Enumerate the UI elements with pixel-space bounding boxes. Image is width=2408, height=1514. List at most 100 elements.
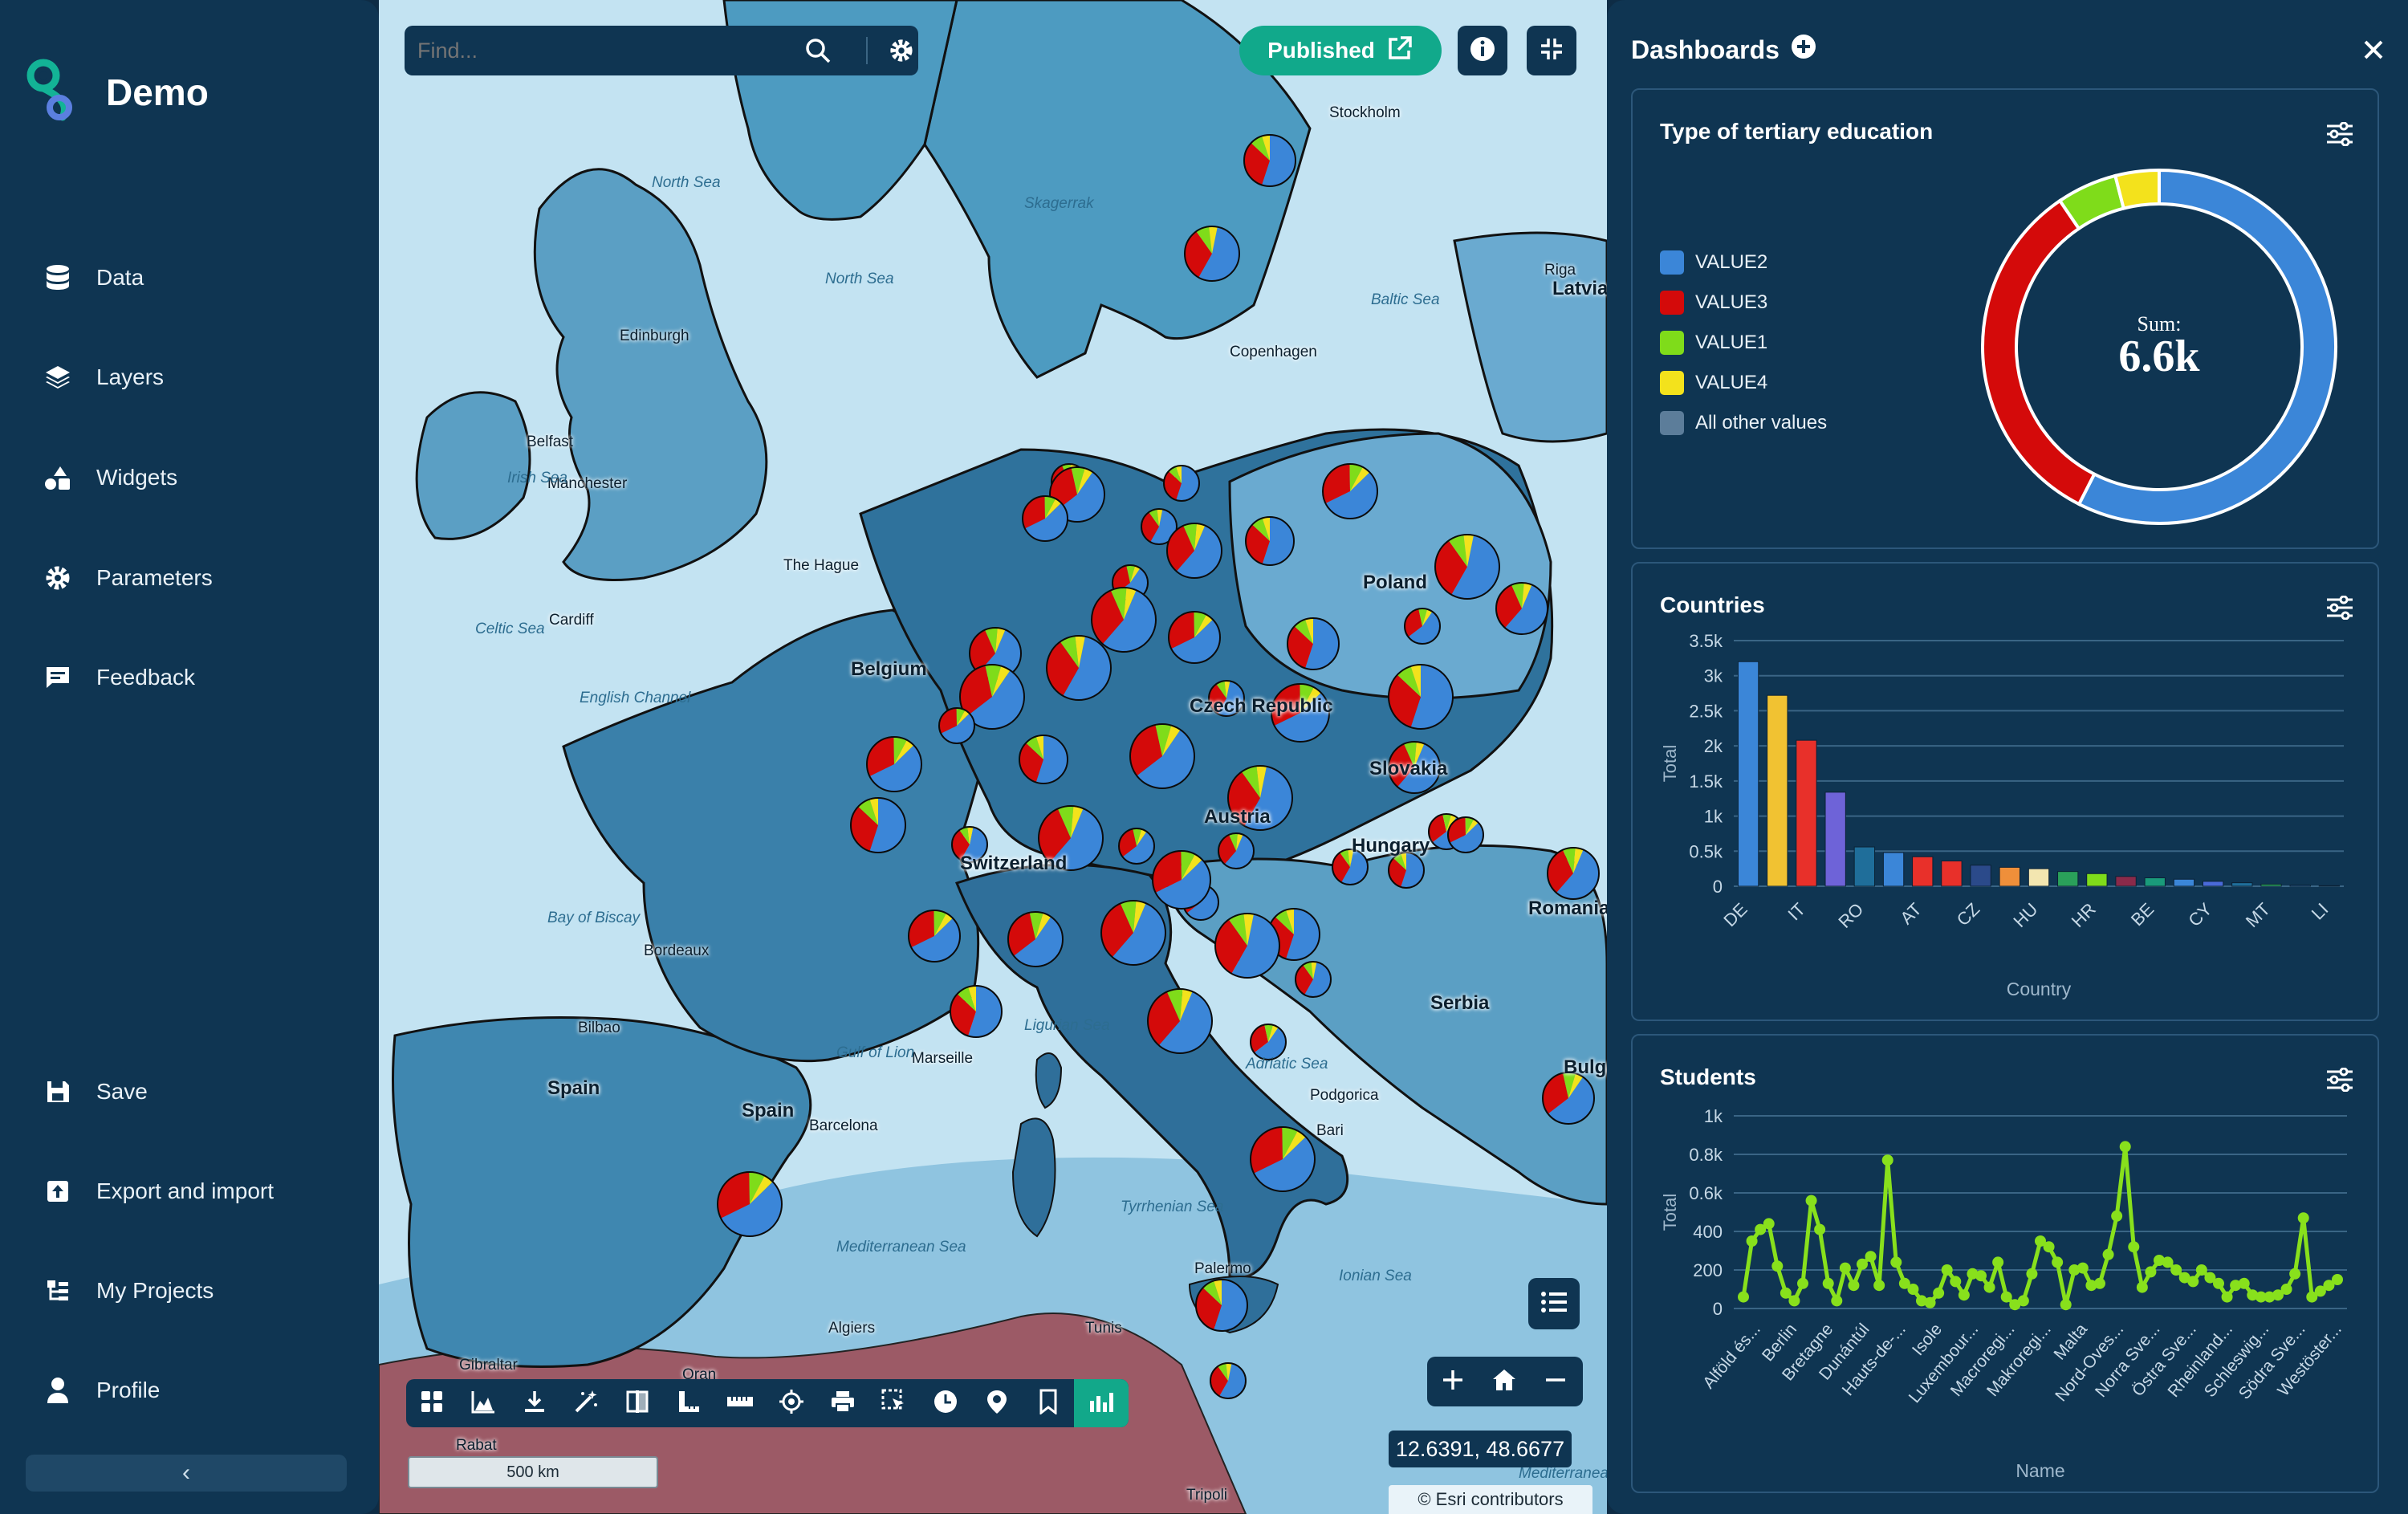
map-pie-marker[interactable]	[1250, 1126, 1316, 1192]
nav-save[interactable]: Save	[42, 1076, 148, 1108]
map-pie-marker[interactable]	[1447, 816, 1484, 853]
data-point[interactable]	[2314, 1285, 2326, 1297]
zoom-out-button[interactable]	[1530, 1357, 1581, 1406]
zoom-in-button[interactable]	[1427, 1357, 1479, 1406]
data-point[interactable]	[2195, 1264, 2207, 1276]
data-point[interactable]	[2085, 1280, 2097, 1292]
data-point[interactable]	[1924, 1296, 1936, 1308]
data-point[interactable]	[2289, 1268, 2301, 1280]
data-point[interactable]	[1933, 1287, 1945, 1299]
bar[interactable]	[2231, 882, 2253, 887]
map-view[interactable]: Poland Spain Spain Switzerland Serbia Cz…	[379, 0, 1607, 1514]
data-point[interactable]	[1907, 1284, 1919, 1295]
nav-data[interactable]: Data	[42, 262, 144, 294]
data-point[interactable]	[1992, 1256, 2004, 1268]
data-point[interactable]	[2000, 1291, 2012, 1303]
legend-item[interactable]: VALUE3	[1660, 291, 1767, 315]
nav-profile[interactable]: Profile	[42, 1374, 160, 1406]
countries-bar-chart[interactable]: 0 0.5k 1k 1.5k 2k 2.5k 3k 3.5k DE IT RO AT CZ HU HR BE C…	[1641, 628, 2363, 1021]
data-point[interactable]	[2178, 1272, 2190, 1284]
nav-feedback[interactable]: Feedback	[42, 661, 195, 694]
map-pie-marker[interactable]	[1542, 1072, 1595, 1125]
map-pie-marker[interactable]	[850, 797, 906, 853]
data-point[interactable]	[2009, 1299, 2021, 1311]
bar[interactable]	[1767, 694, 1788, 887]
data-point[interactable]	[2017, 1295, 2029, 1307]
bar[interactable]	[1882, 852, 1905, 887]
data-point[interactable]	[1839, 1262, 1851, 1274]
data-point[interactable]	[1975, 1270, 1987, 1282]
close-panel-button[interactable]	[2363, 34, 2384, 67]
data-point[interactable]	[2043, 1241, 2055, 1253]
map-pie-marker[interactable]	[1022, 495, 1068, 542]
data-point[interactable]	[1755, 1223, 1767, 1235]
data-point[interactable]	[1967, 1268, 1979, 1280]
map-pie-marker[interactable]	[1434, 534, 1500, 600]
map-pie-marker[interactable]	[1038, 805, 1104, 871]
data-point[interactable]	[1857, 1258, 1868, 1270]
map-pie-marker[interactable]	[1184, 226, 1240, 282]
map-pie-marker[interactable]	[1019, 735, 1068, 784]
bar[interactable]	[2144, 877, 2166, 887]
tool-grid[interactable]	[406, 1379, 458, 1427]
map-pie-marker[interactable]	[1404, 608, 1441, 645]
map-pie-marker[interactable]	[717, 1171, 783, 1237]
map-pie-marker[interactable]	[1295, 961, 1332, 998]
data-point[interactable]	[1738, 1291, 1749, 1303]
collapse-sidebar-button[interactable]: ‹	[26, 1455, 347, 1492]
data-point[interactable]	[2230, 1280, 2242, 1292]
data-point[interactable]	[1958, 1289, 1970, 1301]
map-pie-marker[interactable]	[1007, 911, 1064, 967]
data-point[interactable]	[2076, 1262, 2089, 1274]
data-point[interactable]	[2052, 1256, 2064, 1268]
map-pie-marker[interactable]	[1129, 723, 1195, 789]
data-point[interactable]	[2154, 1255, 2165, 1266]
tool-measure-distance[interactable]	[714, 1379, 766, 1427]
data-point[interactable]	[2213, 1277, 2224, 1289]
map-pie-marker[interactable]	[1163, 465, 1200, 502]
tool-swipe[interactable]	[612, 1379, 663, 1427]
data-point[interactable]	[2306, 1291, 2318, 1303]
bar[interactable]	[1941, 861, 1963, 887]
data-point[interactable]	[1788, 1295, 1800, 1307]
bar[interactable]	[2086, 873, 2108, 887]
map-pie-marker[interactable]	[1547, 847, 1600, 900]
bar[interactable]	[1912, 856, 1934, 887]
bar[interactable]	[2318, 885, 2341, 887]
map-pie-marker[interactable]	[1091, 587, 1157, 653]
data-point[interactable]	[1771, 1260, 1784, 1272]
data-point[interactable]	[1873, 1280, 1885, 1292]
map-pie-marker[interactable]	[1210, 1362, 1247, 1399]
search-icon[interactable]	[804, 37, 832, 68]
legend-item[interactable]: All other values	[1660, 411, 1827, 435]
data-point[interactable]	[1797, 1277, 1808, 1289]
data-point[interactable]	[2026, 1268, 2038, 1280]
donut-slice[interactable]	[1981, 198, 2097, 507]
data-point[interactable]	[2162, 1256, 2174, 1268]
data-point[interactable]	[1814, 1223, 1826, 1235]
map-pie-marker[interactable]	[1214, 913, 1280, 979]
data-point[interactable]	[1746, 1235, 1758, 1247]
nav-export-import[interactable]: Export and import	[42, 1175, 274, 1207]
data-point[interactable]	[2170, 1264, 2182, 1276]
data-point[interactable]	[1916, 1295, 1927, 1307]
add-dashboard-icon[interactable]	[1791, 34, 1816, 66]
data-point[interactable]	[2238, 1277, 2250, 1289]
donut-slice[interactable]	[2076, 168, 2337, 525]
map-pie-marker[interactable]	[1166, 523, 1222, 579]
data-point[interactable]	[2060, 1299, 2072, 1311]
data-point[interactable]	[2035, 1235, 2046, 1247]
data-point[interactable]	[1805, 1195, 1817, 1207]
data-point[interactable]	[2247, 1289, 2259, 1301]
map-pie-marker[interactable]	[1218, 832, 1255, 869]
data-point[interactable]	[2264, 1291, 2276, 1303]
map-pie-marker[interactable]	[1100, 900, 1166, 966]
exit-fullscreen-button[interactable]	[1527, 26, 1576, 75]
data-point[interactable]	[2280, 1284, 2292, 1295]
map-pie-marker[interactable]	[1141, 508, 1178, 545]
map-pie-marker[interactable]	[1152, 850, 1211, 910]
map-pie-marker[interactable]	[908, 910, 961, 963]
map-pie-marker[interactable]	[1322, 463, 1378, 519]
bar[interactable]	[1970, 865, 1991, 887]
